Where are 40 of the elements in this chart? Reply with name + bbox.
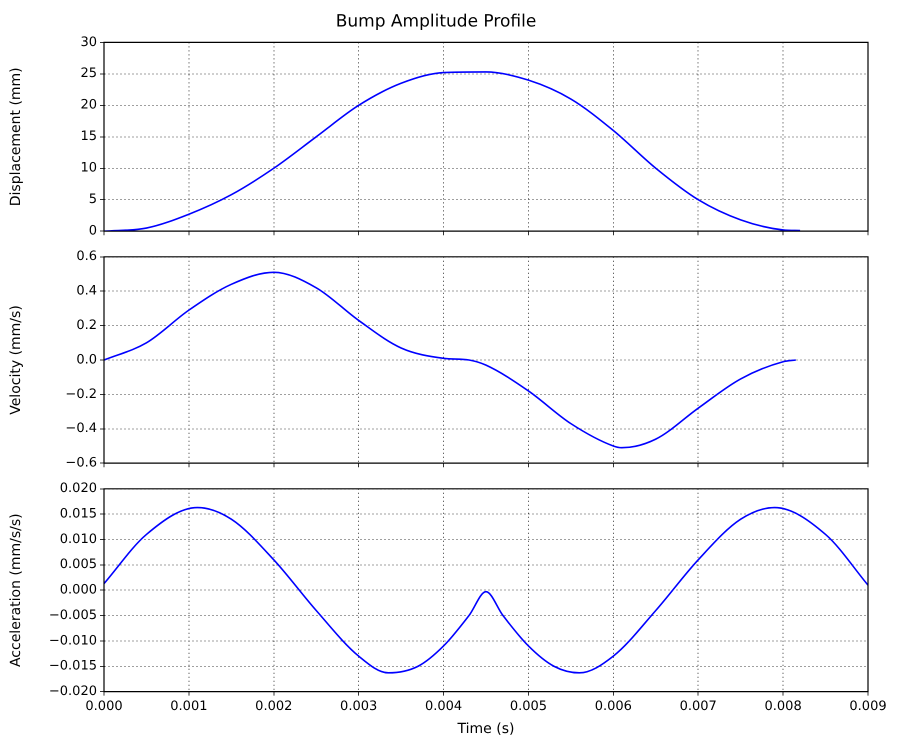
y-tick-label: 0.6 (76, 249, 97, 264)
y-tick-label: −0.2 (65, 386, 97, 402)
chart-title: Bump Amplitude Profile (336, 12, 536, 32)
x-tick-label: 0.009 (849, 698, 887, 714)
y-tick-label: 0.005 (60, 557, 97, 572)
y-tick-label: 0.000 (60, 582, 97, 598)
y-tick-label: 30 (80, 34, 97, 50)
y-tick-label: 0.010 (60, 532, 97, 547)
y-tick-label: 10 (80, 160, 97, 176)
y-tick-label: 0.0 (76, 352, 97, 368)
y-tick-label: −0.4 (65, 421, 97, 436)
x-tick-label: 0.004 (424, 698, 462, 714)
y-tick-label: 15 (80, 129, 97, 144)
y-tick-label: −0.020 (48, 684, 97, 699)
y-tick-label: 25 (80, 66, 97, 82)
x-tick-label: 0.002 (255, 698, 292, 714)
y-tick-label: 0.020 (60, 481, 97, 496)
y-axis-title: Acceleration (mm/s/s) (8, 513, 24, 668)
x-tick-label: 0.006 (594, 698, 632, 714)
x-tick-label: 0.008 (764, 698, 802, 714)
x-tick-label: 0.001 (170, 698, 208, 714)
y-tick-label: −0.6 (65, 456, 97, 471)
x-tick-label: 0.005 (510, 698, 548, 714)
line-series (104, 71, 801, 232)
x-axis-title: Time (s) (456, 721, 514, 738)
y-axis-title: Velocity (mm/s) (8, 305, 24, 415)
y-tick-label: −0.015 (48, 658, 97, 674)
y-axis-title: Displacement (mm) (8, 67, 24, 206)
x-tick-label: 0.003 (340, 698, 378, 714)
y-tick-label: −0.010 (48, 633, 97, 648)
y-tick-label: 5 (88, 192, 97, 208)
y-tick-label: 0.4 (76, 284, 97, 299)
x-tick-label: 0.007 (680, 698, 717, 714)
line-series (104, 271, 797, 449)
y-tick-label: −0.005 (48, 608, 97, 623)
y-tick-label: 0.015 (60, 506, 97, 522)
y-tick-label: 20 (80, 98, 97, 113)
y-tick-label: 0 (88, 224, 97, 239)
line-series (104, 506, 868, 674)
y-tick-label: 0.2 (76, 318, 97, 333)
